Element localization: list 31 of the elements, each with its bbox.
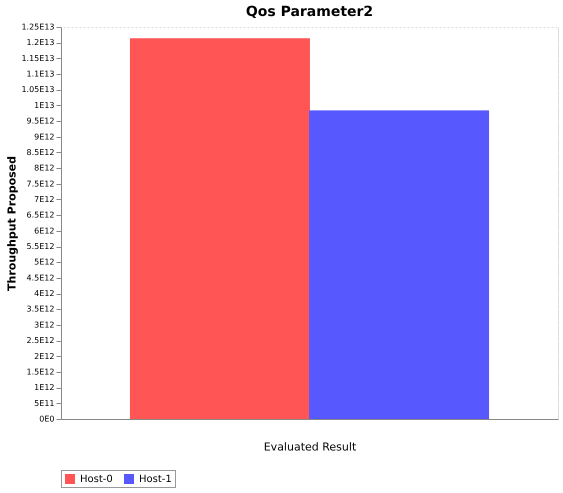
legend-label: Host-1 (139, 474, 172, 485)
x-axis-title: Evaluated Result (264, 440, 357, 454)
y-tick-label: 5E11 (34, 398, 54, 408)
y-tick-label: 1.5E12 (26, 367, 54, 376)
y-tick-label: 3E12 (34, 320, 54, 330)
y-tick-label: 9.5E12 (26, 116, 54, 126)
y-tick-label: 1.1E13 (26, 70, 54, 79)
y-tick-label: 7E12 (34, 194, 54, 204)
y-tick-label: 3.5E12 (26, 304, 54, 314)
y-tick-label: 5.5E12 (26, 242, 54, 252)
y-axis-title: Throughput Proposed (5, 156, 18, 292)
y-tick-label: 6E12 (34, 226, 54, 236)
y-tick-label: 1E12 (34, 383, 54, 392)
y-tick-label: 6.5E12 (26, 210, 54, 220)
y-tick-label: 4.5E12 (26, 273, 54, 282)
y-tick-label: 8E12 (34, 164, 54, 173)
y-tick-label: 4E12 (34, 289, 54, 298)
y-tick-label: 1.05E13 (21, 85, 54, 94)
y-tick-label: 7.5E12 (26, 179, 54, 188)
y-tick-label: 1.25E13 (21, 22, 54, 32)
y-tick-label: 0E0 (39, 414, 54, 424)
y-tick-label: 9E12 (34, 132, 54, 142)
y-tick-label: 1E13 (34, 100, 54, 110)
y-tick-label: 8.5E12 (26, 148, 54, 157)
legend-label: Host-0 (80, 474, 113, 485)
y-tick-label: 5E12 (34, 258, 54, 267)
y-tick-label: 1.2E13 (26, 38, 54, 48)
chart-title: Qos Parameter2 (246, 4, 374, 20)
y-tick-label: 1.15E13 (21, 54, 54, 63)
y-tick-label: 2E12 (34, 352, 54, 361)
y-tick-label: 2.5E12 (26, 336, 54, 346)
